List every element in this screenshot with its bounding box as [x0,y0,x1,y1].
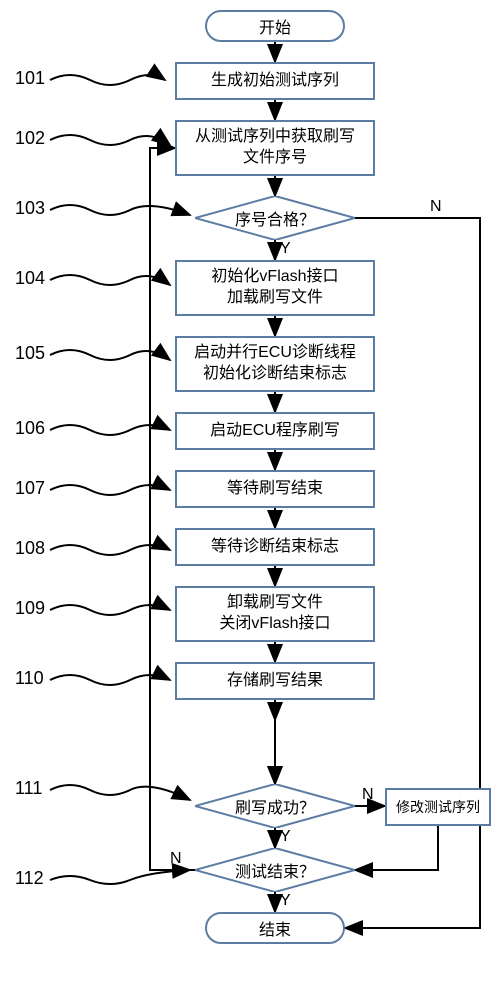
process-109: 卸载刷写文件 关闭vFlash接口 [175,586,375,642]
yn-111-n: N [362,786,374,804]
process-105: 启动并行ECU诊断线程 初始化诊断结束标志 [175,336,375,392]
process-102: 从测试序列中获取刷写 文件序号 [175,120,375,176]
process-110: 存储刷写结果 [175,662,375,700]
end-terminator: 结束 [205,912,345,944]
step-102: 102 [15,128,45,149]
yn-112-n: N [170,850,182,868]
step-104: 104 [15,268,45,289]
decision-103: 序号合格？ [195,196,355,240]
process-104: 初始化vFlash接口 加载刷写文件 [175,260,375,316]
process-107: 等待刷写结束 [175,470,375,508]
flowchart: 101 102 103 104 105 106 107 108 109 110 … [10,10,494,990]
step-101: 101 [15,68,45,89]
start-terminator: 开始 [205,10,345,42]
step-107: 107 [15,478,45,499]
decision-112-label: 测试结束？ [195,848,355,892]
step-103: 103 [15,198,45,219]
decision-111-label: 刷写成功？ [195,784,355,828]
step-112: 112 [15,868,44,889]
process-106: 启动ECU程序刷写 [175,412,375,450]
decision-112: 测试结束？ [195,848,355,892]
step-110: 110 [15,668,44,689]
process-108: 等待诊断结束标志 [175,528,375,566]
step-105: 105 [15,343,45,364]
yn-103-n: N [430,198,442,216]
step-111: 111 [15,778,42,799]
yn-111-y: Y [280,828,291,846]
step-108: 108 [15,538,45,559]
yn-103-y: Y [280,240,291,258]
decision-103-label: 序号合格？ [195,196,355,240]
step-106: 106 [15,418,45,439]
yn-112-y: Y [280,892,291,910]
process-101: 生成初始测试序列 [175,62,375,100]
process-modify-sequence: 修改测试序列 [385,788,491,826]
decision-111: 刷写成功？ [195,784,355,828]
step-109: 109 [15,598,45,619]
